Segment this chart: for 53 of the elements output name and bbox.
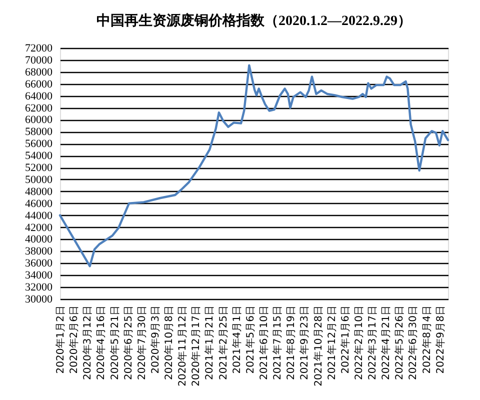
x-tick-label: 2020年3月12日 <box>82 306 94 380</box>
x-tick-label: 2020年4月16日 <box>95 306 108 380</box>
x-tick-label: 2021年7月15日 <box>272 306 284 380</box>
y-tick-label: 68000 <box>25 66 53 78</box>
x-tick-label: 2021年4月1日 <box>230 306 243 374</box>
x-tick-label: 2020年9月3日 <box>149 306 162 374</box>
y-tick-label: 36000 <box>25 258 53 270</box>
y-tick-label: 58000 <box>25 126 53 138</box>
y-tick-label: 62000 <box>25 102 53 114</box>
x-tick-label: 2022年4月21日 <box>380 306 392 380</box>
x-tick-label: 2022年9月8日 <box>434 306 446 374</box>
y-tick-label: 70000 <box>25 54 53 66</box>
x-tick-label: 2022年1月6日 <box>339 306 352 374</box>
x-tick-label: 2021年9月23日 <box>298 306 311 380</box>
x-tick-label: 2020年2月6日 <box>68 306 80 374</box>
y-tick-label: 72000 <box>25 42 53 54</box>
y-tick-label: 66000 <box>25 78 53 90</box>
x-tick-label: 2022年5月26日 <box>394 306 406 380</box>
x-tick-label: 2021年6月10日 <box>258 306 270 380</box>
x-tick-label: 2020年10月8日 <box>163 306 176 380</box>
x-tick-label: 2020年6月25日 <box>122 306 134 380</box>
x-tick-label: 2022年2月10日 <box>352 306 365 380</box>
x-tick-label: 2021年10月28日 <box>312 306 324 386</box>
x-tick-label: 2021年5月6日 <box>244 306 256 374</box>
chart-title: 中国再生资源废铜价格指数（2020.1.2—2022.9.29） <box>96 12 412 29</box>
x-tick-label: 2020年11月12日 <box>176 306 189 386</box>
y-tick-label: 38000 <box>25 246 53 258</box>
x-tick-label: 2020年7月30日 <box>136 306 148 380</box>
y-tick-label: 30000 <box>25 294 53 306</box>
y-tick-label: 48000 <box>25 186 53 198</box>
y-tick-label: 44000 <box>25 210 53 222</box>
y-tick-label: 64000 <box>25 90 53 102</box>
y-tick-label: 60000 <box>25 114 53 126</box>
x-tick-label: 2020年5月21日 <box>108 306 121 380</box>
x-tick-label: 2021年8月19日 <box>285 306 298 380</box>
y-tick-label: 42000 <box>25 222 53 234</box>
y-tick-label: 52000 <box>25 162 53 174</box>
y-tick-label: 54000 <box>25 150 53 162</box>
y-tick-label: 32000 <box>25 282 53 294</box>
x-tick-label: 2021年12月2日 <box>326 306 338 380</box>
y-tick-label: 46000 <box>25 198 53 210</box>
x-tick-label: 2020年12月17日 <box>190 306 202 386</box>
x-tick-label: 2022年6月30日 <box>407 306 420 380</box>
y-tick-label: 50000 <box>25 174 53 186</box>
line-series <box>58 64 450 268</box>
y-tick-label: 34000 <box>25 270 53 282</box>
y-tick-label: 40000 <box>25 234 53 246</box>
x-tick-label: 2020年1月2日 <box>54 306 66 374</box>
y-tick-label: 56000 <box>25 138 53 150</box>
x-tick-label: 2021年2月25日 <box>217 306 230 380</box>
x-tick-label: 2021年1月21日 <box>204 306 216 380</box>
x-tick-label: 2022年3月17日 <box>366 306 379 380</box>
x-tick-label: 2022年8月4日 <box>420 306 433 374</box>
